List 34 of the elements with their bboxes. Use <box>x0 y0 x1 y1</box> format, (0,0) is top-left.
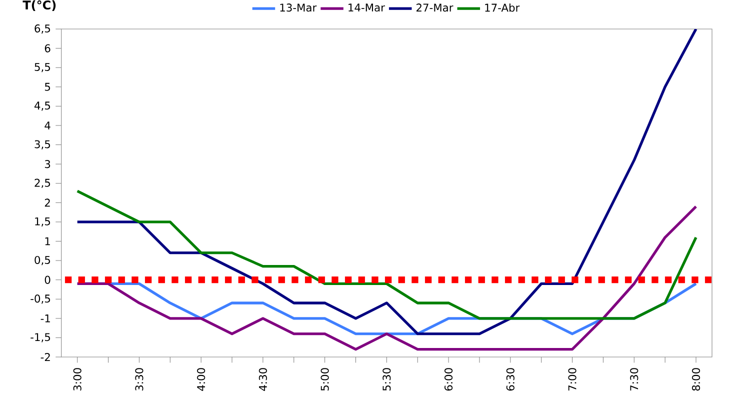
x-tick-label: 5:30 <box>382 368 391 391</box>
x-tick-label: 8:00 <box>692 368 700 391</box>
y-tick-label: 4 <box>44 122 50 130</box>
y-tick-label: 3 <box>44 160 50 168</box>
legend-label: 14-Mar <box>348 4 385 12</box>
y-tick-label: 0,5 <box>34 256 50 266</box>
legend-label: 27-Mar <box>416 4 454 12</box>
y-tick-label: 3,5 <box>34 140 50 150</box>
y-tick-label: 0 <box>44 276 50 284</box>
x-tick-label: 4:30 <box>258 368 267 391</box>
y-tick-label: 1,5 <box>35 217 50 226</box>
x-tick-label: 6:30 <box>506 368 514 391</box>
y-tick-label: -1,5 <box>30 333 50 342</box>
x-tick-label: 5:00 <box>320 368 329 391</box>
y-tick-label: -0,5 <box>30 294 50 304</box>
y-tick-label: -1 <box>40 314 50 322</box>
x-tick-label: 3:30 <box>135 368 144 391</box>
y-tick-label: 5,5 <box>34 63 50 72</box>
legend-label: 17-Abr <box>485 3 520 12</box>
y-tick-label: 1 <box>45 237 50 246</box>
y-tick-label: -2 <box>40 353 50 361</box>
x-tick-label: 7:00 <box>568 368 576 390</box>
y-tick-label: 2 <box>44 198 50 207</box>
y-tick-label: 4,5 <box>34 102 50 111</box>
y-tick-label: 6,5 <box>34 24 50 34</box>
y-tick-label: 5 <box>44 82 50 91</box>
y-tick-label: 2,5 <box>34 178 50 188</box>
x-tick-label: 4:00 <box>197 368 206 391</box>
legend-label: 13-Mar <box>280 4 317 12</box>
y-axis-title: T(°C) <box>22 0 56 11</box>
x-tick-label: 3:00 <box>73 368 82 391</box>
x-tick-label: 6:00 <box>444 368 453 391</box>
x-tick-label: 7:30 <box>630 368 638 390</box>
y-tick-label: 6 <box>44 44 50 52</box>
